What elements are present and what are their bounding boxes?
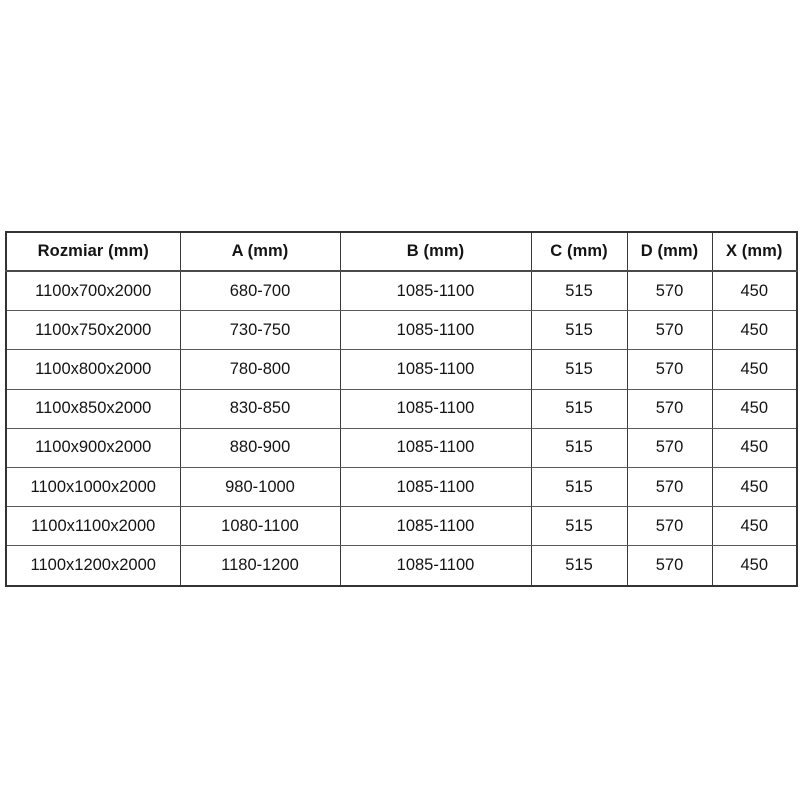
cell-x: 450 bbox=[712, 428, 797, 468]
cell-d: 570 bbox=[627, 467, 713, 508]
table-row: 1100x750x2000 730-750 1085-1100 515 570 450 bbox=[6, 310, 797, 351]
cell-rozmiar: 1100x750x2000 bbox=[6, 310, 181, 351]
table-header: Rozmiar (mm) A (mm) B (mm) C (mm) D (mm)… bbox=[6, 232, 797, 272]
table-row: 1100x800x2000 780-800 1085-1100 515 570 450 bbox=[6, 349, 797, 390]
table-row: 1100x700x2000 680-700 1085-1100 515 570 450 bbox=[6, 271, 797, 312]
table-row: 1100x1000x2000 980-1000 1085-1100 515 570 450 bbox=[6, 467, 797, 508]
table-row: 1100x1100x2000 1080-1100 1085-1100 515 570 45… bbox=[6, 506, 797, 547]
cell-x: 450 bbox=[712, 506, 797, 547]
cell-d: 570 bbox=[627, 506, 713, 547]
cell-a: 1080-1100 bbox=[180, 506, 341, 547]
cell-b: 1085-1100 bbox=[340, 271, 532, 312]
cell-a: 680-700 bbox=[180, 271, 341, 312]
cell-x: 450 bbox=[712, 271, 797, 312]
cell-rozmiar: 1100x1200x2000 bbox=[6, 545, 181, 586]
table-body: 1100x700x2000 680-700 1085-1100 515 570 450 11… bbox=[6, 271, 797, 586]
cell-a: 880-900 bbox=[180, 428, 341, 468]
cell-x: 450 bbox=[712, 310, 797, 351]
cell-d: 570 bbox=[627, 545, 713, 586]
cell-a: 730-750 bbox=[180, 310, 341, 351]
cell-c: 515 bbox=[531, 467, 628, 508]
table-row: 1100x1200x2000 1180-1200 1085-1100 515 570 45… bbox=[6, 545, 797, 586]
cell-d: 570 bbox=[627, 271, 713, 312]
cell-a: 780-800 bbox=[180, 349, 341, 390]
cell-rozmiar: 1100x800x2000 bbox=[6, 349, 181, 390]
cell-rozmiar: 1100x1100x2000 bbox=[6, 506, 181, 547]
cell-b: 1085-1100 bbox=[340, 389, 532, 429]
cell-d: 570 bbox=[627, 389, 713, 429]
cell-b: 1085-1100 bbox=[340, 545, 532, 586]
cell-b: 1085-1100 bbox=[340, 506, 532, 547]
cell-x: 450 bbox=[712, 349, 797, 390]
cell-rozmiar: 1100x1000x2000 bbox=[6, 467, 181, 508]
cell-d: 570 bbox=[627, 310, 713, 351]
specification-table-container: Rozmiar (mm) A (mm) B (mm) C (mm) D (mm)… bbox=[5, 231, 798, 587]
column-header-d: D (mm) bbox=[627, 232, 713, 272]
cell-rozmiar: 1100x900x2000 bbox=[6, 428, 181, 468]
cell-b: 1085-1100 bbox=[340, 349, 532, 390]
cell-c: 515 bbox=[531, 389, 628, 429]
cell-c: 515 bbox=[531, 349, 628, 390]
column-header-x: X (mm) bbox=[712, 232, 797, 272]
column-header-rozmiar: Rozmiar (mm) bbox=[6, 232, 181, 272]
cell-b: 1085-1100 bbox=[340, 428, 532, 468]
cell-c: 515 bbox=[531, 271, 628, 312]
cell-b: 1085-1100 bbox=[340, 467, 532, 508]
cell-c: 515 bbox=[531, 545, 628, 586]
cell-rozmiar: 1100x850x2000 bbox=[6, 389, 181, 429]
column-header-a: A (mm) bbox=[180, 232, 341, 272]
cell-a: 830-850 bbox=[180, 389, 341, 429]
column-header-b: B (mm) bbox=[340, 232, 532, 272]
cell-x: 450 bbox=[740, 555, 769, 574]
cell-a: 980-1000 bbox=[180, 467, 341, 508]
cell-rozmiar: 1100x700x2000 bbox=[6, 271, 181, 312]
table-row: 1100x900x2000 880-900 1085-1100 515 570 450 bbox=[6, 428, 797, 468]
dimension-specification-table: Rozmiar (mm) A (mm) B (mm) C (mm) D (mm)… bbox=[5, 231, 798, 587]
cell-c: 515 bbox=[531, 310, 628, 351]
cell-a: 1180-1200 bbox=[180, 545, 341, 586]
table-header-row: Rozmiar (mm) A (mm) B (mm) C (mm) D (mm)… bbox=[6, 232, 797, 272]
cell-x: 450 bbox=[712, 467, 797, 508]
cell-b: 1085-1100 bbox=[340, 310, 532, 351]
table-row: 1100x850x2000 830-850 1085-1100 515 570 450 bbox=[6, 389, 797, 429]
cell-x: 450 bbox=[712, 389, 797, 429]
cell-d: 570 bbox=[627, 428, 713, 468]
cell-c: 515 bbox=[531, 506, 628, 547]
cell-c: 515 bbox=[531, 428, 628, 468]
column-header-c: C (mm) bbox=[531, 232, 628, 272]
cell-d: 570 bbox=[627, 349, 713, 390]
